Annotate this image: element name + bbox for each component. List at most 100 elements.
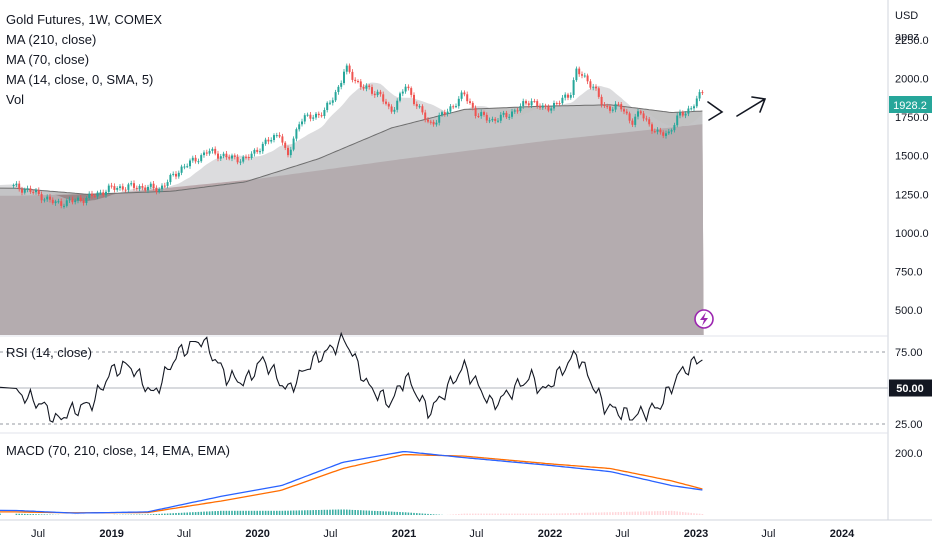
candle-body [348,65,351,72]
candle [592,83,595,91]
candle-body [469,101,471,103]
candle-body [110,185,113,187]
macd-histogram-bar [203,511,205,515]
candle-body [245,156,247,158]
candle-body [12,185,15,186]
candle [418,104,421,109]
macd-histogram-bar [637,511,639,515]
candle-body [149,183,152,187]
candle [575,66,578,82]
candle-body [533,101,536,103]
candle-body [424,112,427,120]
event-badge[interactable] [694,309,714,329]
legend-ma-210[interactable]: MA (210, close) [6,32,96,47]
candle-body [340,83,343,87]
legend-ma-14[interactable]: MA (14, close, 0, SMA, 5) [6,72,153,87]
candle [701,90,704,95]
rsi-pane[interactable]: RSI (14, close) 75.00 25.00 50.00 [0,331,932,431]
candle-body [130,183,133,185]
macd-histogram-bar [385,511,387,515]
candle [32,189,35,195]
candle [670,128,673,135]
macd-histogram-bar [256,510,258,515]
candle-body [102,192,105,196]
candle [656,127,659,135]
macd-legend[interactable]: MACD (70, 210, close, 14, EMA, EMA) [6,443,230,458]
arrow-drawing-2[interactable] [736,96,767,117]
candle [23,187,26,195]
candle [337,85,340,95]
arrow-drawing-1[interactable] [707,101,724,121]
time-axis-label: 2020 [245,528,269,540]
rsi-legend[interactable]: RSI (14, close) [6,345,92,360]
price-tick-label: 1250.0 [895,189,929,201]
candle [287,145,289,158]
candle-body [581,74,583,76]
macd-histogram-bar [161,513,163,515]
candle-body [586,75,589,82]
candle-body [449,106,452,112]
candle-body [637,111,639,117]
candle [329,100,331,105]
macd-histogram-bar [259,510,261,515]
candle [645,115,648,122]
macd-histogram-bar [138,514,141,515]
candle-body [40,194,43,201]
macd-histogram-bar [351,509,354,515]
candle-body [172,173,175,175]
legend-ma-70[interactable]: MA (70, close) [6,52,89,67]
legend-title[interactable]: Gold Futures, 1W, COMEX [6,12,162,27]
macd-histogram-bar [273,510,275,515]
candle [65,198,68,208]
macd-histogram-bar [612,512,614,515]
candle [217,150,219,162]
candle-body [211,148,214,151]
macd-histogram-bar [309,510,312,515]
candle [480,109,483,119]
candle [60,198,63,209]
time-axis[interactable]: Jul 2019 Jul 2020 Jul 2021 Jul 2022 Jul 2023 Jul 20… [31,528,855,540]
candle [169,173,172,185]
candle [124,187,127,193]
candle [665,130,667,139]
macd-histogram-bar [38,514,40,515]
candle [107,183,110,194]
legend-vol[interactable]: Vol [6,92,24,107]
macd-histogram-bar [407,512,410,515]
candle-body [499,114,502,121]
macd-histogram-bar [402,512,404,515]
candle-body [648,119,651,125]
macd-histogram-bar [483,513,485,515]
candle [572,77,575,98]
candle-body [592,86,595,88]
main-price-pane[interactable] [0,63,704,335]
candle [71,196,74,205]
candle-body [606,106,609,108]
candle [264,137,267,146]
candle-body [368,85,371,87]
scale-mode-label[interactable]: apoz [895,31,919,43]
candle-body [177,172,180,177]
candle-body [77,197,79,201]
macd-histogram-bar [656,511,659,515]
candle [648,117,651,127]
candle-body [320,115,323,117]
currency-label[interactable]: USD [895,10,918,22]
candle-body [525,101,527,104]
ma-70-line [0,104,703,195]
candle [550,105,553,114]
macd-histogram-bar [567,513,569,515]
candle-body [323,110,326,116]
candle [522,98,525,109]
macd-pane[interactable]: MACD (70, 210, close, 14, EMA, EMA) 200.… [0,443,923,515]
candle [631,118,634,127]
candle [623,106,625,115]
price-axis[interactable]: USD apoz 2250.0 2000.0 1750.0 1500.0 1250.0 1… [889,10,932,317]
macd-histogram-bar [354,510,356,515]
candle [110,182,113,189]
candle [99,189,102,195]
drawn-arrows[interactable] [707,96,767,121]
macd-histogram-bar [614,512,617,515]
candle [51,197,54,205]
